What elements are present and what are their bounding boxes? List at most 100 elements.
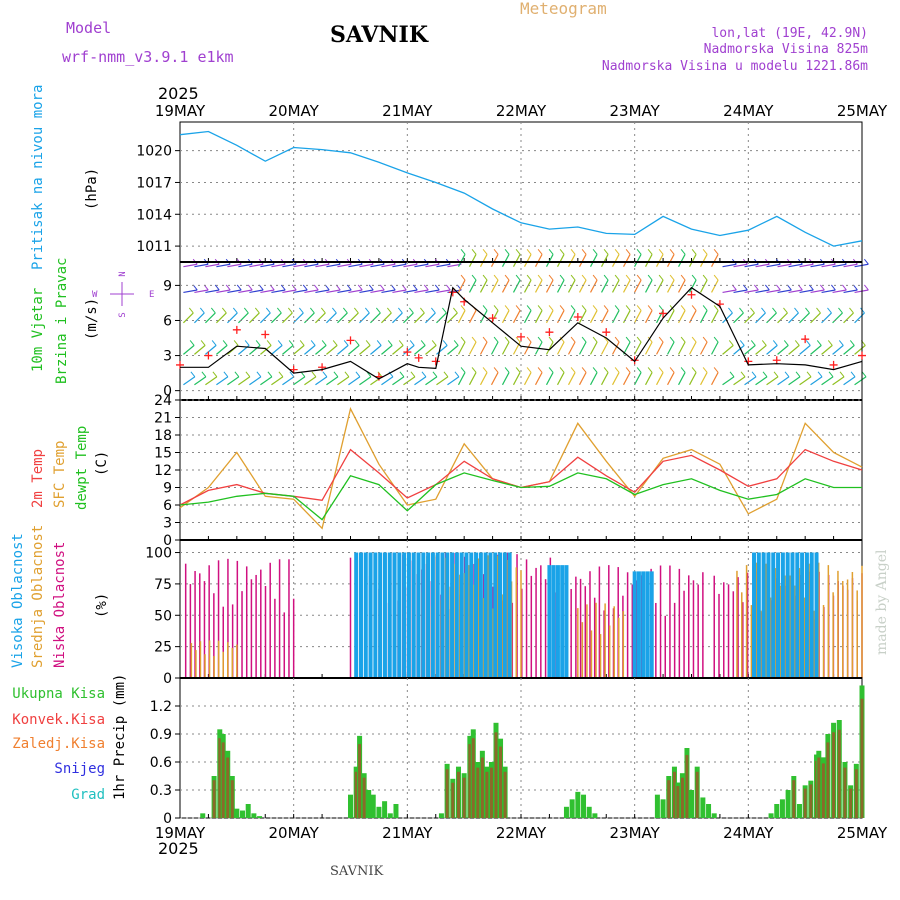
conv-precip-bar (358, 744, 362, 818)
precip-bar (200, 813, 206, 818)
temp-title-2m: 2m Temp (30, 449, 46, 508)
wind-barb (293, 289, 308, 293)
wind-barb-feather (276, 307, 282, 314)
wind-barb (381, 312, 392, 324)
wind-barb (359, 263, 374, 268)
wind-barb (260, 312, 271, 324)
conv-precip-bar (489, 767, 493, 818)
wind-barb (468, 254, 477, 267)
wind-barb-feather (232, 307, 238, 314)
conv-precip-bar (451, 782, 455, 818)
wind-barb-feather (313, 284, 319, 291)
wind-barb-feather (504, 274, 510, 281)
wind-barb-feather (256, 371, 262, 378)
wind-barb-feather (669, 367, 675, 373)
wind-barb (733, 344, 745, 355)
wind-barb-feather (471, 336, 477, 343)
wind-barb (501, 310, 510, 324)
conv-precip-bar (485, 771, 489, 818)
wind-barb (711, 254, 719, 267)
wind-barb-feather (537, 367, 543, 373)
wind-barb-feather (515, 367, 521, 373)
wind-barb-feather (482, 274, 488, 281)
wind-barb (810, 376, 823, 386)
wind-barb (479, 341, 488, 355)
wind-barb-feather (430, 307, 436, 314)
wind-barb (556, 254, 565, 267)
wind-barb (788, 344, 800, 355)
wind-barb-feather (255, 340, 261, 346)
wind-barb (843, 312, 854, 324)
wind-barb (556, 341, 565, 355)
wind-barb-feather (625, 336, 631, 343)
x-tick-label: 22MAY (496, 824, 547, 842)
wind-barb (733, 312, 744, 324)
wind-barb (501, 341, 510, 355)
wind-barb-feather (375, 307, 381, 314)
wind-barb (777, 344, 789, 355)
wind-barb-feather (410, 371, 416, 378)
y-tick-label: 24 (154, 393, 172, 409)
wind-barb-feather (210, 307, 216, 314)
wind-barb-feather (761, 307, 766, 314)
wind-barb (645, 254, 653, 267)
wind-barb-feather (245, 371, 251, 378)
conv-precip-bar (809, 784, 813, 818)
wind-barb (567, 254, 576, 267)
y-tick-label: 75 (154, 577, 172, 593)
wind-barb-feather (581, 367, 587, 373)
conv-precip-bar (471, 738, 475, 818)
wind-barb (689, 341, 697, 355)
gust-marker (687, 290, 696, 299)
wind-barb-feather (408, 307, 414, 314)
wind-barb-feather (299, 340, 305, 346)
wind-barb-feather (581, 249, 587, 255)
y-tick-label: 25 (154, 640, 172, 656)
wind-barb-feather (482, 336, 488, 343)
wind-barb (667, 254, 675, 267)
wind-barb-feather (702, 274, 708, 281)
wind-barb (600, 254, 609, 267)
wind-barb-feather (548, 367, 554, 373)
wind-barb-feather (669, 274, 675, 281)
y-tick-label: 0 (163, 384, 172, 400)
wind-barb (611, 372, 620, 386)
wind-barb (359, 289, 374, 293)
wind-barb-feather (342, 307, 348, 314)
x-tick-label: 24MAY (723, 102, 774, 120)
wind-barb-feather (399, 371, 405, 378)
wind-barb-feather (482, 367, 488, 373)
panel-frame (179, 677, 863, 819)
gust-marker (659, 309, 668, 318)
wind-barb-feather (625, 274, 631, 281)
sfc-temp-line (179, 406, 863, 530)
wind-barb-feather (728, 307, 733, 314)
wind-barb (722, 344, 734, 355)
wind-barb-feather (647, 336, 653, 343)
temp-title-sfc: SFC Temp (52, 441, 68, 508)
wind-barb (282, 344, 294, 355)
wind-barb-feather (680, 274, 686, 281)
wind-barb-feather (471, 367, 477, 373)
wind-barb (337, 312, 348, 324)
pressure-panel: 1011 1014 1017 1020 (136, 121, 863, 263)
wind-barb (468, 341, 477, 355)
wind-barb (370, 344, 382, 355)
wind-barb-feather (805, 307, 810, 314)
wind-barb (468, 310, 477, 324)
wind-barb (832, 376, 845, 386)
wind-barb (512, 310, 521, 324)
panel-frame (179, 121, 863, 263)
precip-bar (706, 804, 712, 818)
wind-barb-feather (243, 307, 249, 314)
wind-barb (843, 263, 858, 268)
wind-barb-feather (559, 336, 565, 343)
wind-barb-feather (233, 340, 239, 346)
wind-barb (667, 341, 675, 355)
wind-barb-feather (592, 305, 598, 311)
wind-barb-feather (244, 340, 250, 346)
wind-barb-feather (221, 307, 227, 314)
wind-barb (611, 279, 620, 293)
wind-barb (304, 289, 319, 293)
compass-w: W (92, 290, 98, 300)
